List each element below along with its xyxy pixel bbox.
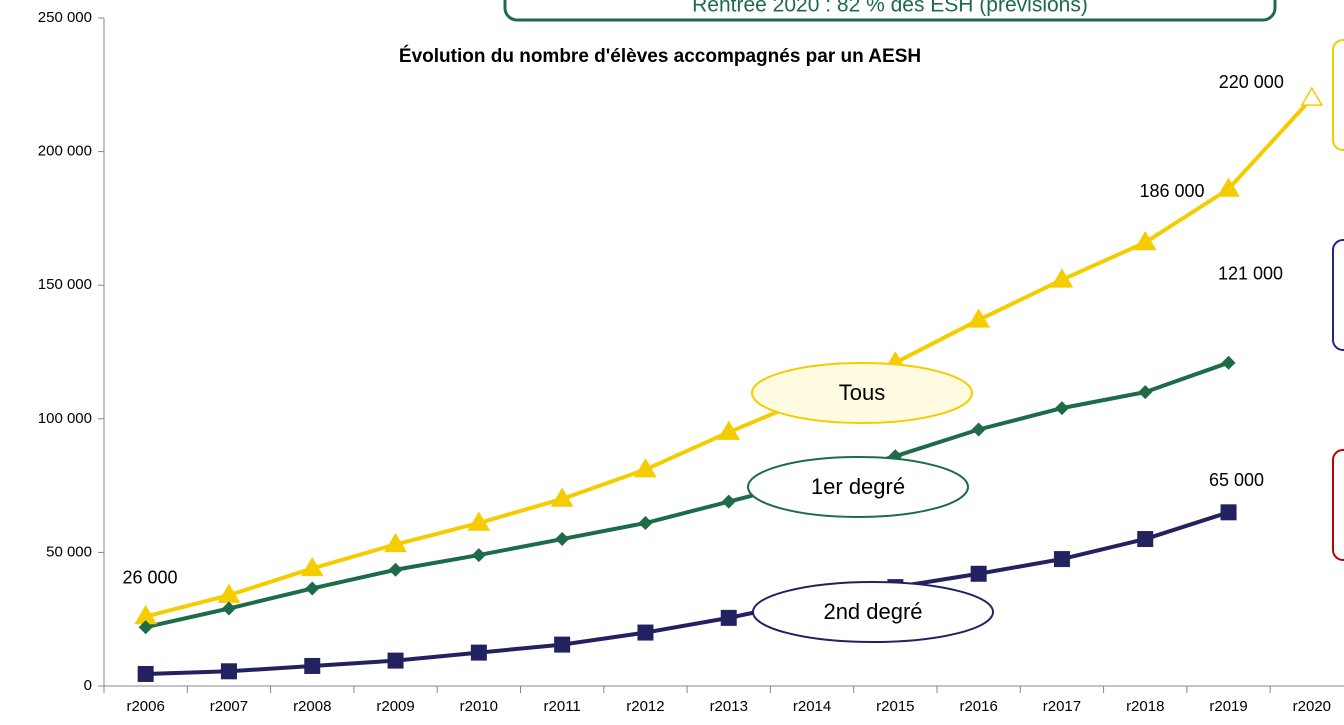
x-tick-label: r2006 xyxy=(126,698,164,715)
point xyxy=(305,581,320,596)
point xyxy=(1220,504,1237,521)
point xyxy=(1300,86,1324,106)
side-box xyxy=(1332,39,1344,151)
side-box xyxy=(1332,449,1344,561)
point xyxy=(1138,385,1153,400)
x-tick-label: r2018 xyxy=(1126,698,1164,715)
x-tick-label: r2009 xyxy=(376,698,414,715)
point xyxy=(138,620,153,635)
point xyxy=(970,565,987,582)
x-tick-label: r2008 xyxy=(293,698,331,715)
data-label: 121 000 xyxy=(1218,263,1283,283)
series-label-bubble xyxy=(751,362,973,424)
point xyxy=(1217,177,1240,197)
x-tick-label: r2007 xyxy=(210,698,248,715)
y-tick-label: 50 000 xyxy=(46,543,92,560)
series-line xyxy=(145,96,1314,619)
point xyxy=(304,657,321,674)
legend-label: 1er degré xyxy=(811,474,905,499)
side-box xyxy=(1332,239,1344,351)
point xyxy=(1053,551,1070,568)
point xyxy=(388,562,403,577)
point xyxy=(971,422,986,437)
point xyxy=(555,532,570,547)
point xyxy=(467,511,491,531)
y-tick-label: 250 000 xyxy=(38,9,92,26)
x-tick-label: r2010 xyxy=(460,698,498,715)
point xyxy=(1221,355,1236,370)
point xyxy=(387,652,404,669)
y-tick-label: 0 xyxy=(84,677,92,694)
x-tick-label: r2014 xyxy=(793,698,831,715)
data-label: 220 000 xyxy=(1219,72,1284,92)
y-tick-label: 200 000 xyxy=(38,143,92,160)
point xyxy=(550,487,574,507)
x-tick-label: r2016 xyxy=(959,698,997,715)
point xyxy=(638,516,653,531)
point xyxy=(384,532,407,553)
x-tick-label: r2017 xyxy=(1043,698,1081,715)
x-tick-label: r2011 xyxy=(544,698,581,715)
series-label-bubble xyxy=(752,581,994,643)
point xyxy=(221,601,236,616)
point xyxy=(554,636,571,653)
data-label: 65 000 xyxy=(1209,470,1264,490)
point xyxy=(1054,401,1069,416)
data-label: 186 000 xyxy=(1139,181,1204,201)
point xyxy=(1133,230,1157,251)
point xyxy=(470,644,487,661)
y-tick-label: 100 000 xyxy=(38,410,92,427)
point xyxy=(220,663,237,680)
y-tick-label: 150 000 xyxy=(38,276,92,293)
point xyxy=(137,665,154,682)
point xyxy=(300,556,324,577)
x-tick-label: r2013 xyxy=(710,698,748,715)
x-tick-label: r2015 xyxy=(876,698,914,715)
legend-label: Tous xyxy=(839,380,885,405)
point xyxy=(967,308,990,328)
point xyxy=(1137,531,1154,548)
series-line xyxy=(145,510,1230,676)
point xyxy=(721,494,736,509)
point xyxy=(720,609,737,626)
subtitle: Rentrée 2020 : 82 % des ESH (prévisions) xyxy=(692,0,1088,17)
series-label-bubble xyxy=(747,456,969,518)
point xyxy=(471,548,486,563)
x-tick-label: r2020 xyxy=(1293,698,1331,715)
point xyxy=(637,624,654,641)
point xyxy=(634,458,657,478)
series-line xyxy=(145,360,1230,630)
data-label: 26 000 xyxy=(122,567,177,587)
subtitle-box xyxy=(503,0,1277,22)
point xyxy=(717,420,741,440)
chart-title: Évolution du nombre d'élèves accompagnés… xyxy=(399,45,921,67)
legend-label: 2nd degré xyxy=(823,599,922,624)
x-tick-label: r2019 xyxy=(1209,698,1247,715)
x-tick-label: r2012 xyxy=(626,698,664,715)
point xyxy=(1050,268,1074,288)
